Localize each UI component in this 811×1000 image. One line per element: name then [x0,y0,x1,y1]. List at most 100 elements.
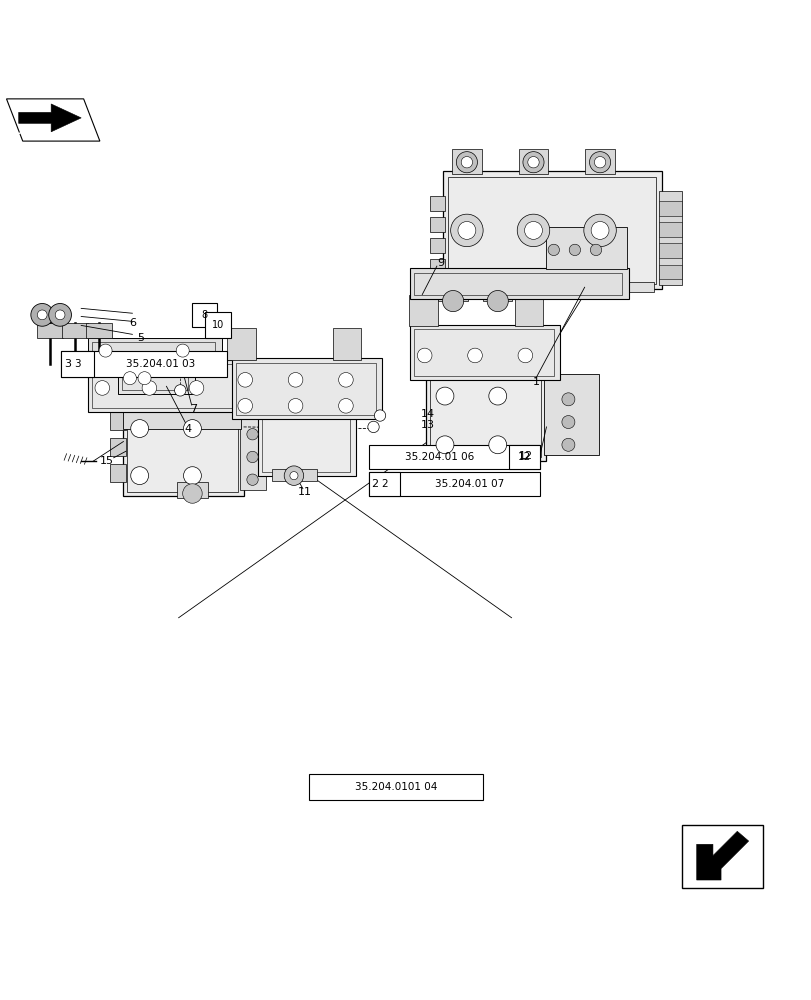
Circle shape [488,436,506,454]
Circle shape [589,152,610,173]
Bar [204,312,230,338]
Bar [452,149,481,174]
Circle shape [142,381,157,395]
Bar [61,351,94,377]
Polygon shape [6,99,100,141]
Circle shape [247,429,258,440]
Polygon shape [696,831,748,880]
Circle shape [238,398,252,413]
Bar [659,222,681,237]
Bar [88,338,221,364]
Circle shape [138,372,151,385]
Circle shape [338,398,353,413]
Bar [109,464,126,482]
Circle shape [290,472,298,480]
Bar [430,363,540,457]
Bar [508,445,539,469]
Polygon shape [19,104,81,132]
Circle shape [488,387,506,405]
Circle shape [131,420,148,437]
Text: 12: 12 [517,452,530,462]
Bar [308,774,483,800]
Text: 3: 3 [74,359,81,369]
Circle shape [174,385,186,396]
Text: 13: 13 [420,420,435,430]
Bar [92,342,215,360]
Bar [414,273,621,295]
Circle shape [49,303,71,326]
Circle shape [436,387,453,405]
Circle shape [467,348,482,363]
Circle shape [189,381,204,395]
Bar [585,149,614,174]
Circle shape [123,372,136,385]
Bar [118,362,195,394]
Bar [123,392,243,496]
Bar [88,360,240,412]
Text: 3: 3 [64,359,71,369]
Bar [545,227,626,269]
Text: 35.204.0101 04: 35.204.0101 04 [354,782,436,792]
Text: 7: 7 [190,404,196,414]
Circle shape [374,410,385,421]
Circle shape [95,381,109,395]
Text: 15: 15 [100,456,114,466]
Bar [86,323,112,338]
Bar [333,328,361,360]
Circle shape [522,152,543,173]
Text: 14: 14 [420,409,435,419]
Text: 10: 10 [211,320,224,330]
Circle shape [176,344,189,357]
Bar [414,329,553,376]
Bar [236,363,375,415]
Circle shape [561,393,574,406]
Circle shape [569,244,580,256]
Bar [123,408,241,429]
Bar [543,374,599,455]
Bar [659,265,681,279]
Bar [61,351,227,377]
Circle shape [583,214,616,247]
Bar [262,419,350,472]
Bar [109,438,126,456]
Circle shape [594,157,605,168]
Circle shape [288,373,303,387]
Bar [258,415,355,476]
Circle shape [247,474,258,485]
Bar [448,177,655,284]
Bar [232,358,382,419]
Bar [272,469,316,481]
Bar [438,285,467,301]
Circle shape [131,467,148,485]
Circle shape [457,221,475,239]
Bar [430,238,444,253]
Bar [442,171,661,289]
Circle shape [284,466,303,485]
Bar [62,323,88,338]
Circle shape [590,244,601,256]
Circle shape [527,157,539,168]
Circle shape [31,303,54,326]
Bar [659,201,681,216]
Text: 35.204.01 06: 35.204.01 06 [404,452,474,462]
Circle shape [37,310,47,320]
Circle shape [417,348,431,363]
Bar [109,412,126,430]
Bar [410,325,560,380]
Text: 5: 5 [137,333,144,343]
Circle shape [99,344,112,357]
Bar [369,472,400,496]
Bar [430,196,444,211]
Text: 12: 12 [518,451,533,461]
Bar [483,285,512,301]
Bar [92,364,234,408]
Bar [369,445,539,469]
Circle shape [547,244,559,256]
Text: 8: 8 [201,310,208,320]
Bar [430,259,444,274]
Circle shape [183,420,201,437]
Circle shape [561,416,574,429]
Bar [227,328,255,360]
Circle shape [461,157,472,168]
Bar [192,303,217,327]
